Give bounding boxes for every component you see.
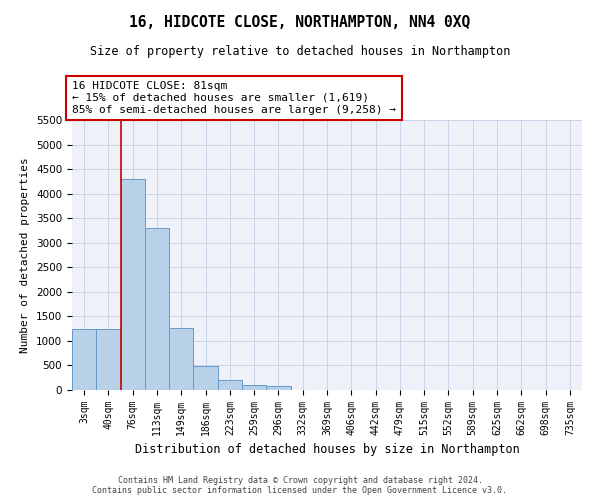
Bar xyxy=(193,366,218,390)
Bar xyxy=(145,228,169,390)
Bar xyxy=(242,384,266,390)
Bar xyxy=(169,328,193,390)
Bar xyxy=(72,328,96,390)
Text: 16 HIDCOTE CLOSE: 81sqm
← 15% of detached houses are smaller (1,619)
85% of semi: 16 HIDCOTE CLOSE: 81sqm ← 15% of detache… xyxy=(72,82,396,114)
Bar xyxy=(96,328,121,390)
Text: Contains HM Land Registry data © Crown copyright and database right 2024.
Contai: Contains HM Land Registry data © Crown c… xyxy=(92,476,508,495)
Text: Size of property relative to detached houses in Northampton: Size of property relative to detached ho… xyxy=(90,45,510,58)
X-axis label: Distribution of detached houses by size in Northampton: Distribution of detached houses by size … xyxy=(134,444,520,456)
Bar xyxy=(218,380,242,390)
Y-axis label: Number of detached properties: Number of detached properties xyxy=(20,157,31,353)
Bar xyxy=(121,179,145,390)
Text: 16, HIDCOTE CLOSE, NORTHAMPTON, NN4 0XQ: 16, HIDCOTE CLOSE, NORTHAMPTON, NN4 0XQ xyxy=(130,15,470,30)
Bar xyxy=(266,386,290,390)
